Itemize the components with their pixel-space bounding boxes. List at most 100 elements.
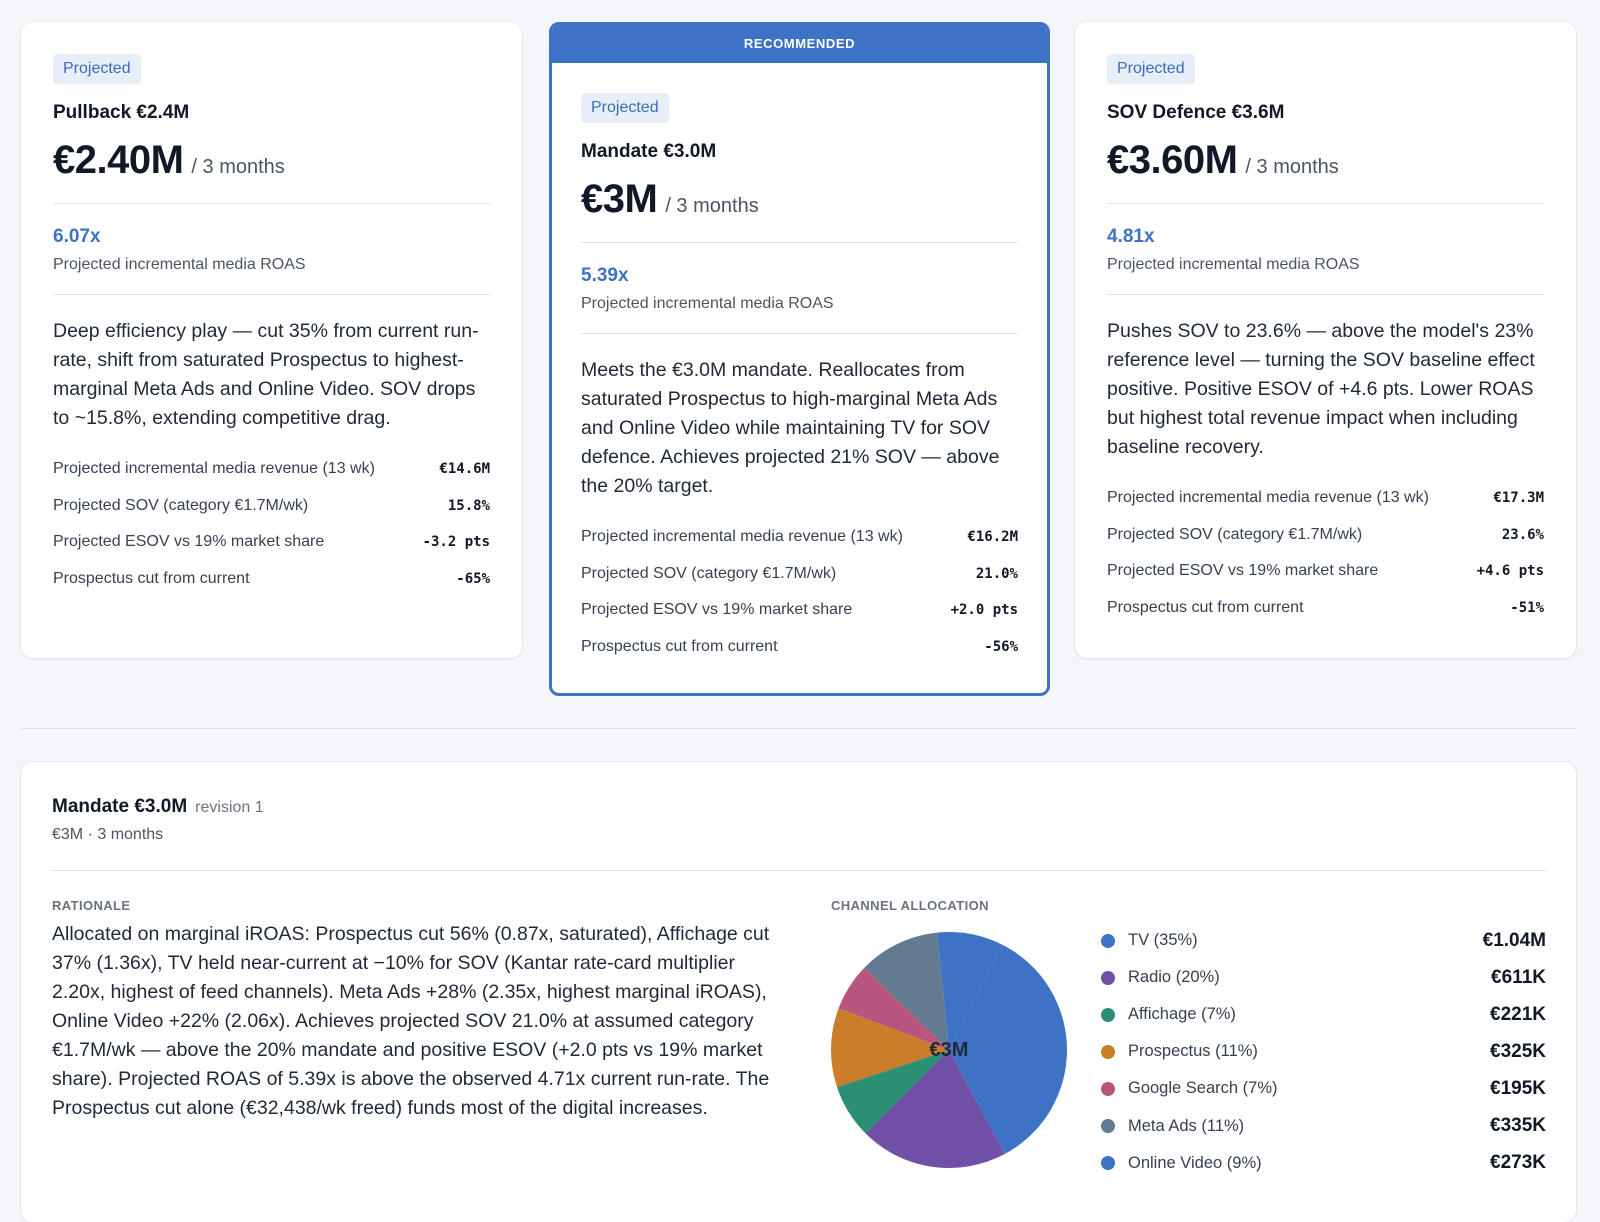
metric-label: Projected ESOV vs 19% market share [1107,562,1379,580]
recommended-ribbon: RECOMMENDED [552,25,1047,63]
metric-label: Prospectus cut from current [53,569,250,587]
metric-value: 21.0% [975,565,1018,582]
metric-label: Projected SOV (category €1.7M/wk) [53,496,309,514]
legend-item: TV (35%) €1.04M [1101,922,1546,959]
metric-row: Projected incremental media revenue (13 … [581,519,1018,556]
legend-value: €221K [1490,1003,1546,1025]
metric-value: €14.6M [439,461,490,478]
metrics-list: Projected incremental media revenue (13 … [1107,480,1544,626]
legend-value: €611K [1491,966,1546,988]
metric-value: €16.2M [967,529,1018,546]
legend-label: Prospectus (11%) [1128,1042,1258,1061]
panel-header: Mandate €3.0M revision 1 €3M · 3 months [52,796,264,844]
scenario-card-mandate[interactable]: RECOMMENDED Projected Mandate €3.0M €3M … [549,22,1050,696]
projected-badge: Projected [1107,54,1195,84]
roas-value: 4.81x [1107,226,1155,247]
metrics-list: Projected incremental media revenue (13 … [53,451,490,597]
legend-value: €1.04M [1482,929,1546,951]
budget-period: / 3 months [1245,156,1339,178]
metric-row: Prospectus cut from current -65% [53,561,490,598]
metric-label: Projected incremental media revenue (13 … [53,460,375,478]
metric-label: Projected incremental media revenue (13 … [581,528,903,546]
metric-row: Projected ESOV vs 19% market share +4.6 p… [1107,553,1544,590]
metric-row: Projected SOV (category €1.7M/wk) 15.8% [53,488,490,525]
legend-swatch [1101,1044,1115,1059]
revision-label: revision 1 [195,799,264,816]
legend-value: €195K [1490,1077,1546,1099]
budget-amount: €3.60M [1107,138,1238,182]
legend-label: Google Search (7%) [1128,1079,1278,1098]
metric-value: 15.8% [447,497,490,514]
divider [53,294,490,295]
scenario-card-pullback[interactable]: Projected Pullback €2.4M €2.40M / 3 mont… [21,22,522,658]
metric-value: 23.6% [1501,526,1544,543]
metric-value: +4.6 pts [1476,563,1544,580]
pie-svg [831,932,1067,1168]
scenario-description: Deep efficiency play — cut 35% from curr… [53,320,479,429]
roas-value: 6.07x [53,226,101,247]
budget-amount: €2.40M [53,138,184,182]
metric-row: Projected incremental media revenue (13 … [1107,480,1544,517]
metric-value: -56% [984,638,1018,655]
pie-slice [837,1050,949,1134]
roas-label: Projected incremental media ROAS [53,256,306,273]
divider [581,333,1018,334]
legend-item: Google Search (7%) €195K [1101,1070,1546,1107]
metric-value: -3.2 pts [422,534,490,551]
projected-badge: Projected [53,54,141,84]
legend-swatch [1101,1156,1115,1171]
scenario-description: Pushes SOV to 23.6% — above the model's … [1107,320,1535,458]
scenario-cards: Projected Pullback €2.4M €2.40M / 3 mont… [21,22,1576,702]
legend-item: Prospectus (11%) €325K [1101,1033,1546,1070]
legend-label: Affichage (7%) [1128,1005,1236,1024]
metric-value: +2.0 pts [950,602,1018,619]
metric-row: Projected ESOV vs 19% market share +2.0 p… [581,592,1018,629]
metric-row: Projected ESOV vs 19% market share -3.2 p… [53,524,490,561]
legend-item: Affichage (7%) €221K [1101,996,1546,1033]
legend-item: Radio (20%) €611K [1101,959,1546,996]
card-title: Mandate €3.0M [581,141,717,162]
budget-period: / 3 months [665,195,759,217]
legend-item: Online Video (9%) €273K [1101,1145,1546,1182]
roas-value: 5.39x [581,265,629,286]
legend-label: Online Video (9%) [1128,1153,1262,1172]
metric-row: Projected SOV (category €1.7M/wk) 21.0% [581,556,1018,593]
divider [1107,203,1544,204]
metric-label: Projected SOV (category €1.7M/wk) [581,564,837,582]
legend-swatch [1101,933,1115,948]
pie-slice [865,1050,1005,1168]
legend-label: Meta Ads (11%) [1128,1116,1245,1135]
channel-allocation-heading: CHANNEL ALLOCATION [831,898,989,913]
legend-value: €325K [1490,1040,1546,1062]
legend-item: Meta Ads (11%) €335K [1101,1107,1546,1144]
metric-value: -65% [456,570,490,587]
legend-swatch [1101,1119,1115,1134]
metric-label: Projected ESOV vs 19% market share [581,601,853,619]
legend-value: €273K [1490,1152,1546,1174]
detail-title: Mandate €3.0M [52,796,188,817]
allocation-legend: TV (35%) €1.04M Radio (20%) €611K Affichage … [1101,922,1546,1182]
rationale-text: Allocated on marginal iROAS: Prospectus … [52,923,770,1119]
metric-row: Prospectus cut from current -51% [1107,590,1544,627]
metric-label: Projected SOV (category €1.7M/wk) [1107,525,1363,543]
metric-label: Prospectus cut from current [581,637,778,655]
roas-label: Projected incremental media ROAS [1107,256,1360,273]
scenario-card-sov-defence[interactable]: Projected SOV Defence €3.6M €3.60M / 3 m… [1075,22,1576,658]
scenario-description: Meets the €3.0M mandate. Reallocates fro… [581,359,1000,497]
metric-row: Projected incremental media revenue (13 … [53,451,490,488]
budget-amount: €3M [581,177,658,221]
detail-subtitle: €3M · 3 months [52,826,164,843]
divider [53,203,490,204]
metric-label: Projected incremental media revenue (13 … [1107,489,1429,507]
card-title: SOV Defence €3.6M [1107,102,1285,123]
legend-swatch [1101,1007,1115,1022]
legend-value: €335K [1490,1115,1546,1137]
divider [52,870,1546,871]
pie-slice [949,944,1067,1154]
legend-swatch [1101,970,1115,985]
metric-label: Prospectus cut from current [1107,598,1304,616]
scenario-detail-panel: Mandate €3.0M revision 1 €3M · 3 months R… [21,762,1576,1222]
rationale-heading: RATIONALE [52,898,131,913]
budget-period: / 3 months [191,156,285,178]
metric-row: Projected SOV (category €1.7M/wk) 23.6% [1107,517,1544,554]
